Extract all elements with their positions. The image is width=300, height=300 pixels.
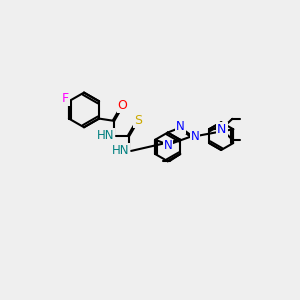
Text: N: N (164, 140, 172, 152)
Text: N: N (217, 123, 226, 136)
Text: F: F (62, 92, 69, 105)
Text: N: N (176, 120, 185, 133)
Text: HN: HN (97, 129, 114, 142)
Text: HN: HN (112, 144, 129, 158)
Text: O: O (118, 99, 128, 112)
Text: N: N (191, 130, 200, 142)
Text: S: S (134, 114, 142, 127)
